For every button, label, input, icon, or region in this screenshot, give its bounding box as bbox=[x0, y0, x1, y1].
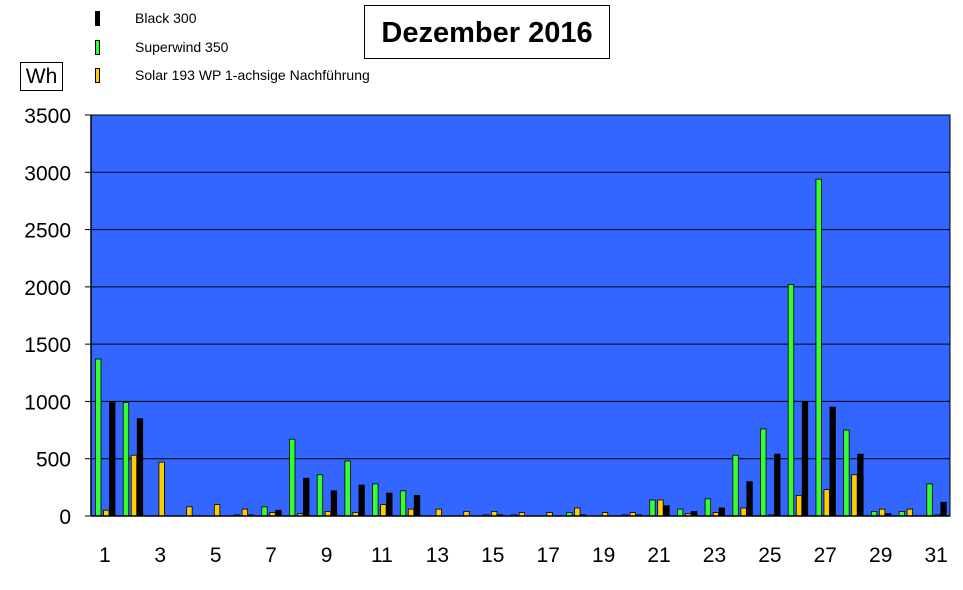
bar bbox=[746, 481, 753, 517]
bar bbox=[358, 484, 365, 517]
bar bbox=[241, 508, 248, 517]
bar bbox=[186, 506, 193, 517]
bar bbox=[829, 406, 836, 517]
x-tick-label: 19 bbox=[592, 544, 615, 567]
bar bbox=[815, 178, 822, 517]
x-tick-label: 27 bbox=[814, 544, 837, 567]
x-tick-label: 9 bbox=[321, 544, 333, 567]
y-tick-label: 1500 bbox=[24, 334, 71, 357]
bar bbox=[109, 401, 116, 517]
bar bbox=[95, 358, 102, 517]
bar bbox=[344, 460, 351, 517]
bar bbox=[657, 499, 664, 517]
plot-area bbox=[90, 114, 951, 517]
bar bbox=[906, 508, 913, 517]
bar bbox=[649, 499, 656, 517]
legend-swatch-yellow bbox=[95, 68, 100, 83]
bar bbox=[213, 504, 221, 517]
x-tick-label: 31 bbox=[924, 544, 947, 567]
x-tick-label: 5 bbox=[210, 544, 222, 567]
y-tick-label: 3500 bbox=[24, 105, 71, 128]
bar bbox=[823, 489, 830, 517]
bar bbox=[663, 505, 670, 517]
bar bbox=[843, 429, 850, 517]
bar bbox=[372, 483, 379, 517]
bar bbox=[330, 490, 338, 517]
y-tick-label: 1000 bbox=[24, 391, 71, 414]
y-tick-label: 2000 bbox=[24, 277, 71, 300]
x-tick-label: 1 bbox=[99, 544, 111, 567]
bar bbox=[787, 284, 795, 517]
bar bbox=[407, 508, 415, 517]
bar bbox=[926, 483, 933, 517]
bar bbox=[740, 507, 747, 517]
bar bbox=[303, 477, 310, 517]
bar bbox=[704, 498, 712, 517]
bar bbox=[136, 418, 144, 517]
bar bbox=[774, 453, 781, 517]
x-tick-label: 3 bbox=[154, 544, 166, 567]
x-tick-label: 7 bbox=[265, 544, 277, 567]
bar bbox=[413, 494, 421, 517]
bar bbox=[158, 461, 165, 517]
bar bbox=[130, 454, 138, 517]
x-tick-label: 23 bbox=[703, 544, 726, 567]
legend-swatch-green bbox=[95, 40, 100, 55]
bar bbox=[878, 508, 886, 517]
bar bbox=[122, 402, 130, 517]
y-tick-label: 2500 bbox=[24, 220, 71, 243]
bar bbox=[316, 474, 324, 517]
bar bbox=[851, 474, 858, 517]
legend-label: Solar 193 WP 1-achsige Nachführung bbox=[135, 67, 370, 83]
bar bbox=[801, 401, 809, 517]
legend-swatch-black bbox=[95, 11, 100, 26]
bar bbox=[399, 490, 407, 517]
legend-label: Black 300 bbox=[135, 10, 197, 26]
bar bbox=[103, 509, 110, 517]
bar bbox=[435, 508, 442, 517]
bar bbox=[760, 428, 767, 517]
x-tick-label: 15 bbox=[481, 544, 504, 567]
x-tick-label: 13 bbox=[426, 544, 449, 567]
bar bbox=[289, 438, 296, 517]
y-axis: 0 500 1000 1500 2000 2500 3000 3500 bbox=[24, 105, 92, 529]
bar bbox=[386, 492, 393, 517]
x-axis: 1 3 5 7 9 11 13 15 17 19 21 23 25 27 29 31 bbox=[91, 515, 950, 567]
bar bbox=[275, 509, 282, 517]
x-tick-label: 29 bbox=[869, 544, 892, 567]
y-tick-label: 0 bbox=[59, 506, 71, 529]
x-tick-label: 25 bbox=[758, 544, 781, 567]
bar bbox=[261, 506, 268, 517]
bar bbox=[718, 507, 726, 517]
chart-title: Dezember 2016 bbox=[364, 5, 610, 59]
bar bbox=[732, 454, 739, 517]
x-tick-label: 17 bbox=[537, 544, 560, 567]
legend-label: Superwind 350 bbox=[135, 39, 229, 55]
y-tick-label: 500 bbox=[36, 449, 71, 472]
y-tick-label: 3000 bbox=[24, 162, 71, 185]
x-tick-label: 11 bbox=[371, 544, 393, 567]
bar bbox=[380, 504, 387, 517]
bar bbox=[795, 494, 803, 517]
bar bbox=[857, 453, 864, 517]
bar bbox=[940, 501, 947, 517]
x-tick-label: 21 bbox=[647, 544, 670, 567]
bar bbox=[574, 507, 581, 517]
y-axis-unit-label: Wh bbox=[20, 62, 63, 91]
bar bbox=[677, 508, 684, 517]
